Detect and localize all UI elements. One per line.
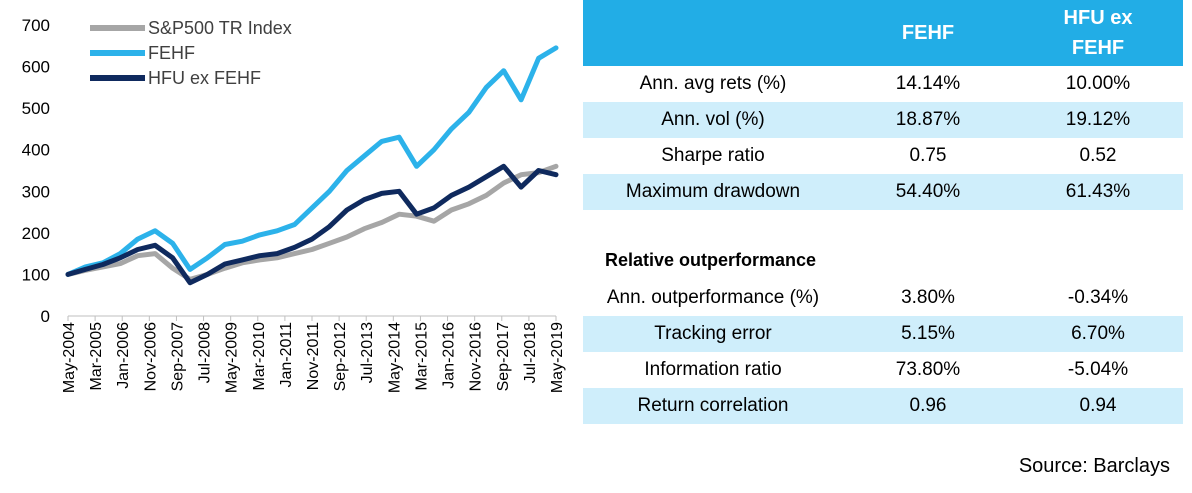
table-row: Sharpe ratio 0.75 0.52 xyxy=(583,138,1183,174)
table-header-row: FEHF HFU ex FEHF xyxy=(583,0,1183,66)
hfu-value: -5.04% xyxy=(1067,359,1129,380)
section-title: Relative outperformance xyxy=(605,249,817,270)
x-tick-label: Jul-2013 xyxy=(359,322,376,383)
hfu-value: 0.52 xyxy=(1079,145,1117,166)
hfu-value: 10.00% xyxy=(1065,73,1131,94)
series-line xyxy=(65,45,559,277)
hfu-value: 0.94 xyxy=(1013,388,1183,424)
legend-label: FEHF xyxy=(148,43,195,63)
row-label: Ann. avg rets (%) xyxy=(639,73,787,94)
x-tick-label: Sep-2012 xyxy=(332,322,349,391)
header-hfu-ex-fehf: HFU ex FEHF xyxy=(1013,0,1183,66)
table-row: Return correlation 0.96 0.94 xyxy=(583,388,1183,424)
x-tick-label: Nov-2006 xyxy=(142,322,159,391)
fehf-value: 73.80% xyxy=(895,359,961,380)
hfu-value: 19.12% xyxy=(1013,102,1183,138)
header-fehf: FEHF xyxy=(843,0,1013,66)
x-tick-label: Mar-2005 xyxy=(88,322,105,391)
row-label: Ann. vol (%) xyxy=(583,102,843,138)
fehf-value: 54.40% xyxy=(843,174,1013,210)
table-row: Ann. outperformance (%) 3.80% -0.34% xyxy=(583,280,1183,316)
fehf-value: 5.15% xyxy=(843,316,1013,352)
x-tick-label: Jul-2018 xyxy=(522,322,539,383)
header-blank-cell xyxy=(583,0,843,66)
x-tick-label: Sep-2017 xyxy=(495,322,512,391)
x-tick-label: Jan-2011 xyxy=(278,322,295,388)
series-line xyxy=(65,163,559,286)
table-row: Information ratio 73.80% -5.04% xyxy=(583,352,1183,388)
x-tick-label: May-2019 xyxy=(549,322,566,393)
y-tick-label: 300 xyxy=(22,182,50,201)
table-spacer xyxy=(583,210,1183,240)
table-row: Ann. avg rets (%) 14.14% 10.00% xyxy=(583,66,1183,102)
fehf-value: 3.80% xyxy=(901,287,955,308)
fehf-value: 0.75 xyxy=(909,145,947,166)
x-tick-label: Mar-2010 xyxy=(251,322,268,391)
y-tick-label: 700 xyxy=(22,16,50,35)
y-tick-label: 400 xyxy=(22,141,50,160)
row-label: Return correlation xyxy=(583,388,843,424)
legend-label: HFU ex FEHF xyxy=(148,68,261,88)
y-tick-label: 100 xyxy=(22,265,50,284)
row-label: Ann. outperformance (%) xyxy=(606,287,820,308)
legend-label: S&P500 TR Index xyxy=(148,18,292,38)
y-tick-label: 600 xyxy=(22,58,50,77)
fehf-value: 14.14% xyxy=(895,73,961,94)
x-tick-label: Nov-2011 xyxy=(305,322,322,390)
source-note: Source: Barclays xyxy=(1018,455,1170,477)
row-label: Tracking error xyxy=(583,316,843,352)
y-tick-label: 200 xyxy=(22,224,50,243)
hfu-value: -0.34% xyxy=(1067,287,1129,308)
performance-line-chart: 0 100 200 300 400 500 600 700 May-2004 Mar-2005 Ja… xyxy=(22,16,566,393)
x-tick-label: Jan-2006 xyxy=(115,322,132,389)
x-tick-label: Nov-2016 xyxy=(468,322,485,391)
table-row: Ann. vol (%) 18.87% 19.12% xyxy=(583,102,1183,138)
row-label: Maximum drawdown xyxy=(583,174,843,210)
row-label: Information ratio xyxy=(644,359,782,380)
x-tick-label: May-2014 xyxy=(386,322,403,393)
x-tick-label: Sep-2007 xyxy=(169,322,186,391)
x-tick-label: Mar-2015 xyxy=(413,322,430,391)
y-tick-label: 0 xyxy=(41,307,50,326)
table-row: Tracking error 5.15% 6.70% xyxy=(583,316,1183,352)
y-tick-label: 500 xyxy=(22,99,50,118)
hfu-value: 6.70% xyxy=(1013,316,1183,352)
statistics-table: FEHF HFU ex FEHF Ann. avg rets (%) 14.14… xyxy=(583,0,1183,424)
x-tick-label: May-2004 xyxy=(61,322,78,393)
x-tick-label: May-2009 xyxy=(224,322,241,393)
row-label: Sharpe ratio xyxy=(661,145,765,166)
fehf-value: 0.96 xyxy=(843,388,1013,424)
section-title-row: Relative outperformance xyxy=(583,240,1183,280)
x-tick-label: Jan-2016 xyxy=(441,322,458,389)
x-tick-label: Jul-2008 xyxy=(197,322,214,383)
series-line xyxy=(65,163,559,282)
fehf-value: 18.87% xyxy=(843,102,1013,138)
hfu-value: 61.43% xyxy=(1013,174,1183,210)
table-row: Maximum drawdown 54.40% 61.43% xyxy=(583,174,1183,210)
